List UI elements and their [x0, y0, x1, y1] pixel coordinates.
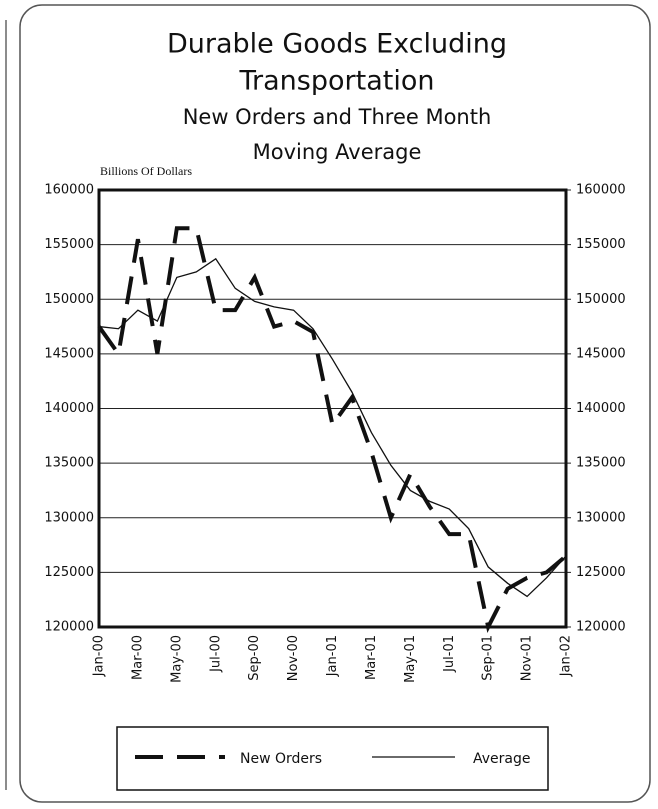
y-tick-label: 160000 — [44, 183, 94, 198]
x-tick-label: Mar-01 — [364, 635, 379, 680]
legend-label: New Orders — [240, 751, 322, 767]
x-tick-label: Mar-00 — [130, 635, 145, 680]
chart-title: Transportation — [239, 66, 435, 97]
series-line — [97, 226, 568, 633]
y-tick-label: 120000 — [44, 620, 94, 635]
x-tick-label: Jan-00 — [92, 635, 107, 677]
y2-tick-label: 120000 — [576, 620, 626, 635]
x-tick-label: May-00 — [169, 635, 184, 683]
y-tick-label: 145000 — [44, 346, 94, 361]
y2-tick-label: 125000 — [576, 565, 626, 580]
x-tick-label: Nov-01 — [520, 635, 535, 681]
chart-title: Durable Goods Excluding — [167, 29, 507, 60]
y-tick-label: 130000 — [44, 510, 94, 525]
series-line — [98, 257, 567, 598]
x-tick-label: Jul-00 — [208, 635, 223, 673]
frame — [19, 4, 651, 803]
y2-tick-label: 155000 — [576, 237, 626, 252]
y2-tick-label: 140000 — [576, 401, 626, 416]
legend-label: Average — [473, 751, 531, 767]
y-tick-label: 140000 — [44, 401, 94, 416]
y-tick-label: 135000 — [44, 456, 94, 471]
x-tick-label: Jan-02 — [559, 635, 574, 677]
y-tick-label: 150000 — [44, 292, 94, 307]
y-tick-label: 125000 — [44, 565, 94, 580]
x-tick-label: Jan-01 — [325, 635, 340, 677]
y2-tick-label: 160000 — [576, 183, 626, 198]
x-tick-label: Sep-01 — [481, 635, 496, 681]
chart-subtitle: Moving Average — [253, 140, 422, 164]
y2-tick-label: 150000 — [576, 292, 626, 307]
x-tick-label: Jul-01 — [442, 635, 457, 673]
y2-tick-label: 130000 — [576, 510, 626, 525]
y2-tick-label: 135000 — [576, 456, 626, 471]
plot-border — [97, 188, 568, 629]
chart-subtitle: New Orders and Three Month — [183, 105, 492, 129]
legend — [116, 726, 549, 791]
x-tick-label: Sep-00 — [247, 635, 262, 681]
x-tick-label: Nov-00 — [286, 635, 301, 681]
x-tick-label: May-01 — [403, 635, 418, 683]
y-tick-label: 155000 — [44, 237, 94, 252]
y2-tick-label: 145000 — [576, 346, 626, 361]
y-axis-label: Billions Of Dollars — [100, 164, 192, 178]
